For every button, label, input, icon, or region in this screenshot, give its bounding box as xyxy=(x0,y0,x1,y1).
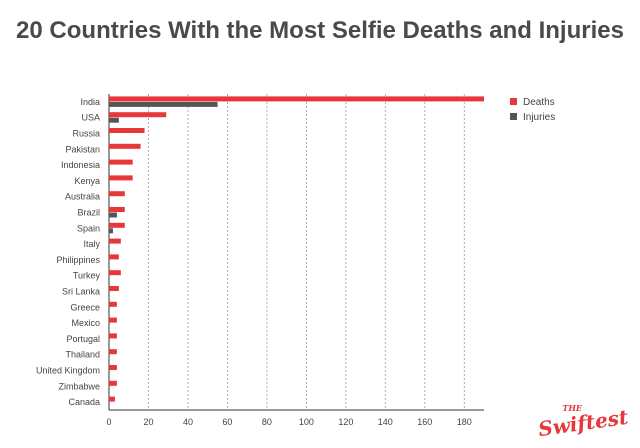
deaths-bar xyxy=(109,333,117,339)
category-label: Italy xyxy=(83,239,100,249)
chart-title: 20 Countries With the Most Selfie Deaths… xyxy=(16,17,624,44)
deaths-bar xyxy=(109,286,119,291)
deaths-bar xyxy=(109,349,117,355)
category-label: United Kingdom xyxy=(36,366,100,376)
x-tick-label: 140 xyxy=(378,417,393,427)
deaths-bar xyxy=(109,112,167,118)
x-tick-label: 180 xyxy=(457,417,472,427)
legend-label-injuries: Injuries xyxy=(523,112,555,123)
category-label: Canada xyxy=(68,397,100,407)
deaths-bar xyxy=(109,365,117,370)
deaths-bar xyxy=(109,270,121,276)
category-label: Turkey xyxy=(73,271,101,281)
deaths-bar xyxy=(109,238,121,244)
injuries-bar xyxy=(109,228,113,234)
deaths-bar xyxy=(109,159,133,165)
legend-swatch-injuries xyxy=(510,113,517,120)
deaths-bar xyxy=(109,254,119,260)
category-label: USA xyxy=(81,113,100,123)
category-label: Brazil xyxy=(77,208,100,218)
category-label: Greece xyxy=(70,302,100,312)
category-label: Mexico xyxy=(71,318,100,328)
category-label: Kenya xyxy=(74,176,100,186)
category-label: India xyxy=(80,97,100,107)
category-label: Indonesia xyxy=(61,160,100,170)
category-label: Australia xyxy=(65,192,100,202)
category-label: Philippines xyxy=(56,255,100,265)
x-tick-label: 60 xyxy=(222,417,232,427)
deaths-bar xyxy=(109,128,145,133)
deaths-bar xyxy=(109,317,117,323)
swiftest-logo: THE Swiftest xyxy=(536,403,629,441)
deaths-bar xyxy=(109,143,141,149)
legend-swatch-deaths xyxy=(510,98,517,105)
deaths-bar xyxy=(109,207,125,212)
x-tick-label: 80 xyxy=(262,417,272,427)
deaths-bar xyxy=(109,380,117,386)
deaths-bar xyxy=(109,191,125,197)
category-label: Sri Lanka xyxy=(62,287,100,297)
deaths-bar xyxy=(109,222,125,228)
injuries-bar xyxy=(109,101,218,107)
deaths-bar xyxy=(109,175,133,181)
x-tick-label: 160 xyxy=(417,417,432,427)
x-tick-label: 40 xyxy=(183,417,193,427)
category-label: Portugal xyxy=(66,334,100,344)
category-label: Russia xyxy=(72,129,100,139)
category-label: Pakistan xyxy=(65,144,100,154)
deaths-bar xyxy=(109,301,117,307)
injuries-bar xyxy=(109,212,117,218)
logo-the: THE xyxy=(562,403,582,413)
category-label: Thailand xyxy=(65,350,100,360)
deaths-bar xyxy=(109,396,115,402)
deaths-bar xyxy=(109,96,484,102)
x-tick-label: 20 xyxy=(143,417,153,427)
x-tick-label: 100 xyxy=(299,417,314,427)
injuries-bar xyxy=(109,117,119,123)
x-tick-label: 120 xyxy=(338,417,353,427)
x-tick-label: 0 xyxy=(106,417,111,427)
category-label: Spain xyxy=(77,223,100,233)
legend-label-deaths: Deaths xyxy=(523,97,555,108)
category-label: Zimbabwe xyxy=(58,381,100,391)
